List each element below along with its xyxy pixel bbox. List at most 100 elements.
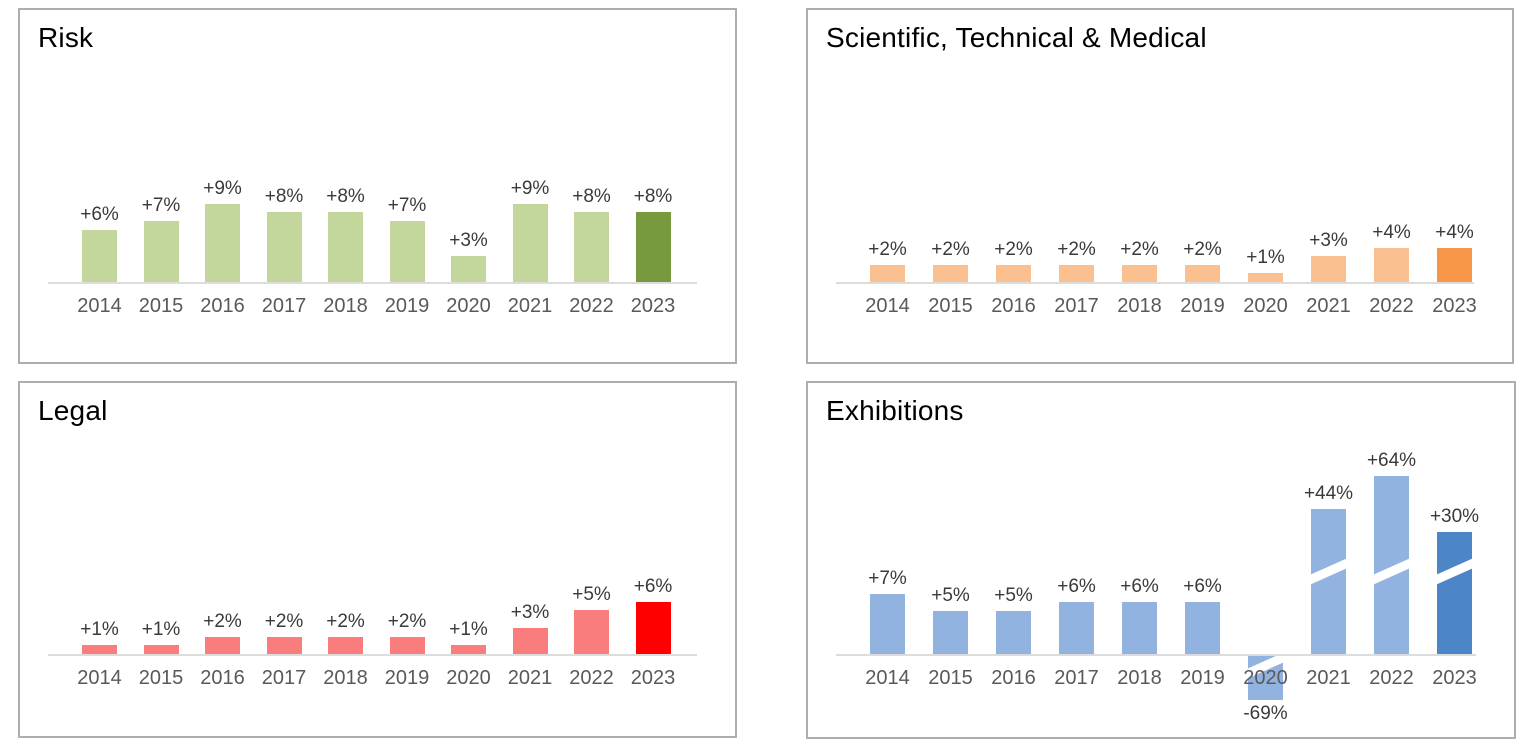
bar-value-label: +2% bbox=[868, 239, 907, 260]
bar-2016 bbox=[205, 204, 240, 282]
year-label-2017: 2017 bbox=[261, 667, 307, 689]
year-label-2020: 2020 bbox=[446, 295, 491, 317]
year-label-2021: 2021 bbox=[507, 295, 553, 317]
bar-2015 bbox=[143, 645, 179, 654]
bar-value-label: +6% bbox=[1183, 576, 1222, 597]
axis-line bbox=[48, 282, 697, 284]
bar-2017 bbox=[266, 637, 302, 654]
chart-title-exhibitions: Exhibitions bbox=[826, 395, 964, 426]
bar-value-label: +2% bbox=[203, 611, 242, 632]
bar-value-label: +4% bbox=[1372, 222, 1411, 243]
year-label-2015: 2015 bbox=[928, 667, 973, 689]
bar-2018 bbox=[1122, 602, 1157, 654]
year-label-2016: 2016 bbox=[200, 667, 245, 689]
bar-2019 bbox=[389, 637, 425, 654]
bar-value-label: +7% bbox=[868, 568, 907, 589]
bar-2022 bbox=[574, 610, 609, 654]
bar-value-label: +3% bbox=[1309, 230, 1348, 251]
bar-2017 bbox=[266, 212, 302, 282]
year-label-2020: 2020 bbox=[446, 667, 491, 689]
bar-2018 bbox=[328, 212, 363, 282]
bar-value-label: +1% bbox=[449, 619, 488, 640]
bar-2014 bbox=[82, 230, 117, 282]
bar-value-label: +6% bbox=[1057, 576, 1096, 597]
year-label-2014: 2014 bbox=[865, 667, 910, 689]
year-label-2020: 2020 bbox=[1243, 295, 1288, 317]
plot-exhibitions: +7% 2014 +5% 2015 +5% 2016 +6% 2017 +6% 2018 +6% 20… bbox=[808, 383, 1514, 737]
bar-2020 bbox=[1248, 656, 1283, 700]
bar-value-label: +7% bbox=[141, 195, 181, 216]
bar-2015 bbox=[933, 265, 968, 282]
axis-break-slash bbox=[1374, 557, 1409, 586]
bar-2022 bbox=[1374, 476, 1409, 654]
bar-2015 bbox=[933, 611, 968, 654]
bar-value-label: +6% bbox=[1120, 576, 1159, 597]
year-label-2022: 2022 bbox=[1369, 295, 1414, 317]
bar-2022 bbox=[574, 212, 609, 282]
bar-2018 bbox=[1122, 265, 1157, 282]
chart-title-stm: Scientific, Technical & Medical bbox=[826, 22, 1207, 53]
year-label-2021: 2021 bbox=[507, 667, 553, 689]
bar-2015 bbox=[143, 221, 179, 282]
bar-value-label: +3% bbox=[449, 230, 488, 251]
plot-risk: +6% 2014 +7% 2015 +9% 2016 +8% 2017 +8% 2018 +7% 20… bbox=[20, 10, 735, 362]
bar-value-label: +6% bbox=[633, 576, 673, 597]
bar-2021 bbox=[1311, 256, 1346, 282]
axis-break-slash bbox=[1437, 557, 1472, 586]
year-label-2016: 2016 bbox=[991, 667, 1036, 689]
year-label-2019: 2019 bbox=[1180, 295, 1225, 317]
panel-risk: Risk +6% 2014 +7% 2015 +9% 2016 +8% 2017 +8% 2018… bbox=[18, 8, 737, 364]
bar-value-label: +2% bbox=[1057, 239, 1096, 260]
bar-2021 bbox=[512, 628, 548, 654]
plot-stm: +2% 2014 +2% 2015 +2% 2016 +2% 2017 +2% 2018 +2% 20… bbox=[808, 10, 1512, 362]
bar-2019 bbox=[1185, 265, 1220, 282]
bar-value-label: +9% bbox=[203, 178, 242, 199]
bar-2017 bbox=[1059, 602, 1094, 654]
bar-value-label: +2% bbox=[994, 239, 1033, 260]
bar-value-label: +44% bbox=[1303, 483, 1354, 504]
bar-value-label: +2% bbox=[326, 611, 365, 632]
year-label-2023: 2023 bbox=[1432, 295, 1477, 317]
year-label-2022: 2022 bbox=[569, 295, 614, 317]
year-label-2018: 2018 bbox=[323, 667, 368, 689]
bar-value-label: +5% bbox=[572, 584, 611, 605]
bar-value-label: +64% bbox=[1366, 450, 1417, 471]
year-label-2022: 2022 bbox=[1369, 667, 1414, 689]
bar-2023 bbox=[1437, 248, 1472, 282]
year-label-2018: 2018 bbox=[323, 295, 368, 317]
bar-2016 bbox=[996, 265, 1031, 282]
year-label-2023: 2023 bbox=[630, 295, 676, 317]
bar-2020 bbox=[451, 645, 486, 654]
year-label-2023: 2023 bbox=[630, 667, 676, 689]
bar-2017 bbox=[1059, 265, 1094, 282]
bar-value-label: +30% bbox=[1429, 506, 1480, 527]
plot-legal: +1% 2014 +1% 2015 +2% 2016 +2% 2017 +2% 2018 +2% 20… bbox=[20, 383, 735, 736]
year-label-2021: 2021 bbox=[1306, 295, 1351, 317]
bar-value-label: +8% bbox=[633, 186, 673, 207]
year-label-2020: 2020 bbox=[1243, 667, 1288, 689]
year-label-2015: 2015 bbox=[928, 295, 973, 317]
bar-value-label: +7% bbox=[387, 195, 427, 216]
axis-line bbox=[836, 282, 1474, 284]
bar-2014 bbox=[870, 594, 905, 654]
year-label-2023: 2023 bbox=[1432, 667, 1477, 689]
year-label-2019: 2019 bbox=[384, 667, 430, 689]
bar-value-label: +2% bbox=[264, 611, 304, 632]
bar-2019 bbox=[1185, 602, 1220, 654]
year-label-2017: 2017 bbox=[1054, 295, 1099, 317]
negative-value-label: -69% bbox=[1243, 703, 1288, 724]
bar-2022 bbox=[1374, 248, 1409, 282]
bar-value-label: +2% bbox=[931, 239, 970, 260]
panel-scientific-technical-medical: Scientific, Technical & Medical +2% 2014 +… bbox=[806, 8, 1514, 364]
bar-value-label: +3% bbox=[510, 602, 550, 623]
bar-2016 bbox=[205, 637, 240, 654]
chart-title-risk: Risk bbox=[38, 22, 94, 53]
panel-exhibitions: Exhibitions +7% 2014 +5% 2015 +5% 2016 +6% 2017… bbox=[806, 381, 1516, 739]
bar-2018 bbox=[328, 637, 363, 654]
year-label-2022: 2022 bbox=[569, 667, 614, 689]
bar-2019 bbox=[389, 221, 425, 282]
year-label-2015: 2015 bbox=[138, 667, 184, 689]
year-label-2016: 2016 bbox=[991, 295, 1036, 317]
year-label-2018: 2018 bbox=[1117, 295, 1162, 317]
